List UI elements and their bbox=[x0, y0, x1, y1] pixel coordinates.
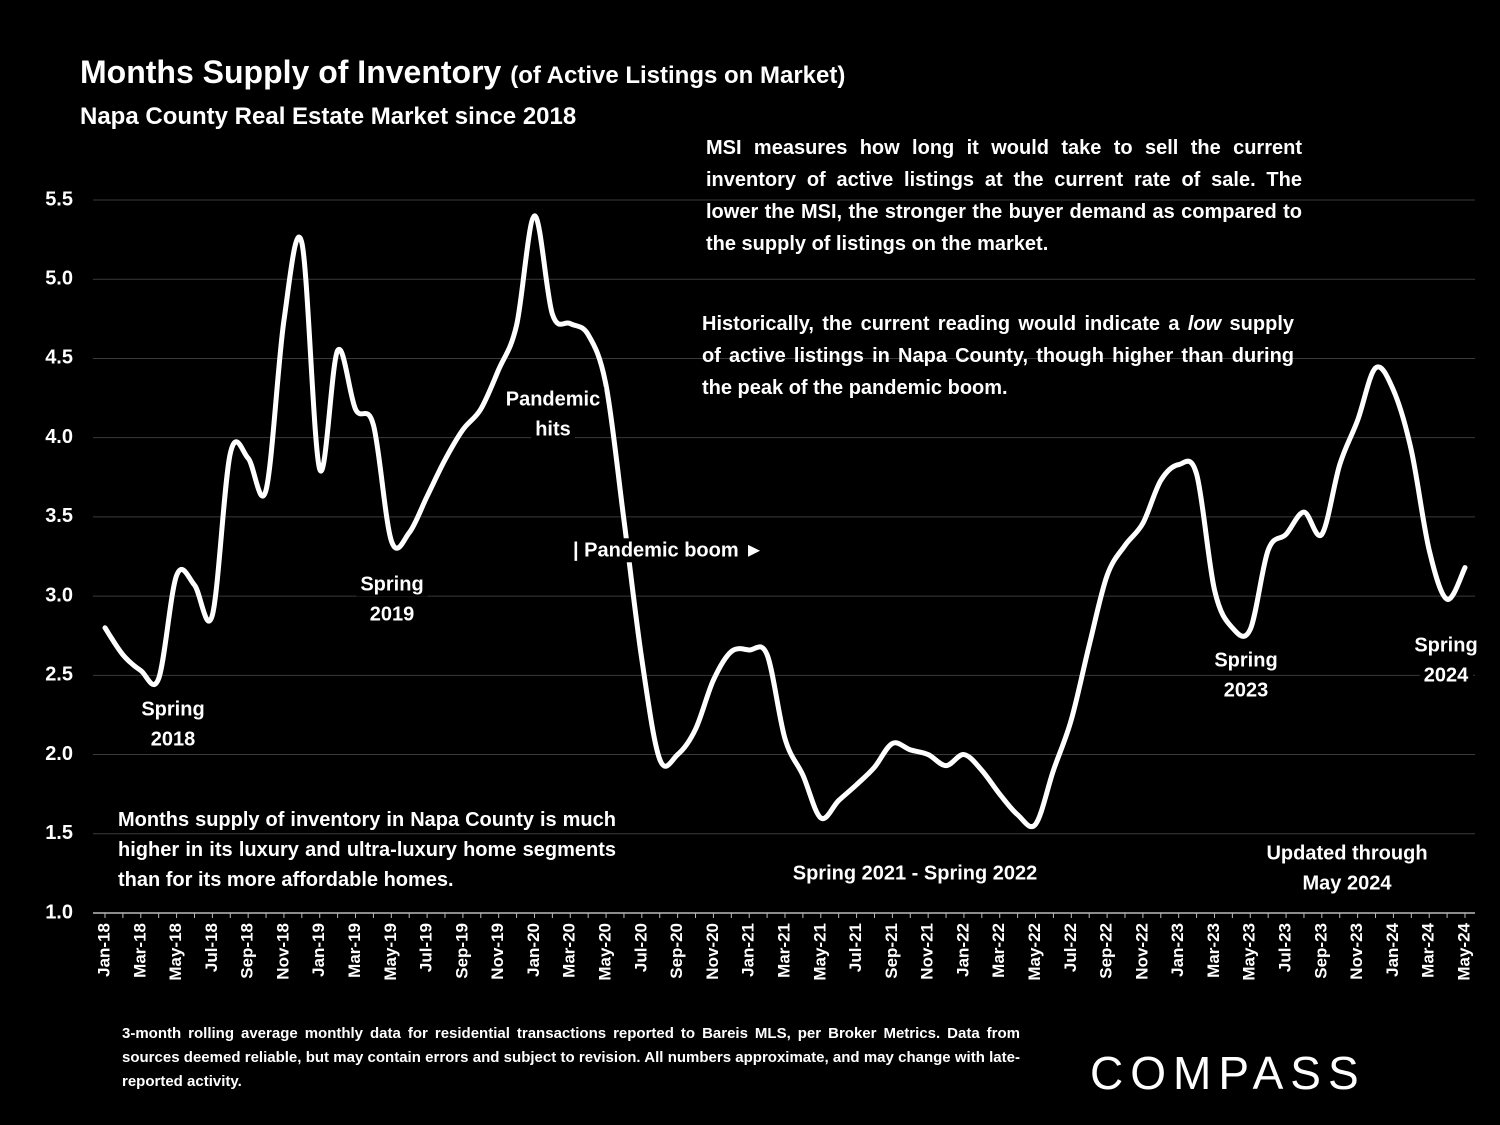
y-tick-label: 4.0 bbox=[45, 426, 73, 448]
x-tick-label: May-24 bbox=[1454, 922, 1473, 980]
annotation: 2024 bbox=[1424, 664, 1469, 686]
x-tick-label: Jan-23 bbox=[1168, 923, 1187, 977]
x-tick-label: Jan-24 bbox=[1383, 922, 1402, 976]
x-tick-label: Jul-21 bbox=[846, 923, 865, 972]
x-tick-label: Jan-18 bbox=[94, 923, 113, 977]
x-tick-label: Nov-23 bbox=[1347, 923, 1366, 980]
x-tick-label: May-18 bbox=[166, 923, 185, 981]
annotation-bg bbox=[501, 387, 605, 412]
footnote: 3-month rolling average monthly data for… bbox=[122, 1025, 1020, 1090]
annotation: Updated through bbox=[1266, 842, 1427, 864]
annotation: May 2024 bbox=[1303, 872, 1393, 894]
annotation: hits bbox=[535, 418, 571, 440]
annotation-bg bbox=[356, 572, 428, 597]
x-tick-label: Jul-19 bbox=[417, 923, 436, 972]
x-tick-label: May-22 bbox=[1025, 923, 1044, 981]
annotation-bg bbox=[788, 861, 1042, 886]
x-tick-label: Mar-22 bbox=[989, 923, 1008, 978]
y-tick-label: 4.5 bbox=[45, 347, 73, 369]
x-tick-label: Mar-21 bbox=[774, 923, 793, 978]
y-tick-label: 5.0 bbox=[45, 268, 73, 290]
chart-title: Months Supply of Inventory bbox=[80, 54, 502, 90]
note: Months supply of inventory in Napa Count… bbox=[118, 805, 616, 895]
title-note: (of Active Listings on Market) bbox=[510, 62, 846, 89]
x-tick-label: Nov-19 bbox=[488, 923, 507, 980]
x-tick-label: Nov-18 bbox=[273, 923, 292, 980]
x-tick-label: Jan-21 bbox=[739, 923, 758, 977]
y-tick-label: 5.5 bbox=[45, 188, 73, 210]
note-emphasis: low bbox=[1187, 313, 1222, 335]
x-tick-label: Sep-23 bbox=[1311, 923, 1330, 979]
x-tick-label: Nov-22 bbox=[1132, 923, 1151, 980]
x-tick-label: Nov-20 bbox=[703, 923, 722, 980]
x-tick-label: Sep-19 bbox=[452, 923, 471, 979]
annotation-bg bbox=[365, 602, 419, 627]
note-text: MSI measures how long it would take to s… bbox=[706, 137, 1302, 255]
annotation: Pandemic bbox=[506, 388, 600, 410]
annotation: Spring bbox=[1414, 634, 1477, 656]
annotation-bg bbox=[137, 697, 209, 722]
y-tick-label: 2.0 bbox=[45, 743, 73, 765]
annotation-bg bbox=[146, 727, 200, 752]
x-tick-label: May-20 bbox=[596, 923, 615, 981]
note: Historically, the current reading would … bbox=[702, 308, 1294, 404]
brand-logo: COMPASS bbox=[1090, 1047, 1366, 1099]
annotation: Spring bbox=[141, 698, 204, 720]
annotation: | Pandemic boom ► bbox=[573, 539, 764, 561]
annotation-bg bbox=[1262, 841, 1432, 866]
annotation-bg bbox=[531, 417, 575, 442]
annotation-bg bbox=[1419, 663, 1474, 688]
y-tick-label: 1.0 bbox=[45, 901, 73, 923]
annotation-bg bbox=[1219, 678, 1273, 703]
annotation-bg bbox=[1410, 633, 1482, 658]
annotation: 2018 bbox=[151, 728, 196, 750]
x-tick-label: Jan-20 bbox=[524, 923, 543, 977]
x-tick-label: May-21 bbox=[810, 923, 829, 981]
x-tick-label: Sep-18 bbox=[238, 923, 257, 979]
annotation-bg bbox=[569, 538, 768, 563]
y-tick-label: 1.5 bbox=[45, 822, 73, 844]
annotation-bg bbox=[1210, 648, 1282, 673]
x-tick-label: Nov-21 bbox=[918, 923, 937, 980]
y-tick-label: 2.5 bbox=[45, 664, 73, 686]
title-block: Months Supply of Inventory (of Active Li… bbox=[80, 54, 845, 91]
x-tick-label: Sep-20 bbox=[667, 923, 686, 979]
annotation: Spring 2021 - Spring 2022 bbox=[793, 862, 1038, 884]
x-tick-label: Mar-23 bbox=[1204, 923, 1223, 978]
note-text: supply of active listings in Napa County… bbox=[702, 313, 1294, 399]
annotation-bg bbox=[1298, 871, 1397, 896]
x-tick-label: Jul-23 bbox=[1276, 923, 1295, 972]
x-tick-label: Sep-22 bbox=[1097, 923, 1116, 979]
annotation: Spring bbox=[1214, 649, 1277, 671]
x-tick-label: May-19 bbox=[381, 923, 400, 981]
y-tick-label: 3.0 bbox=[45, 584, 73, 606]
x-tick-label: Mar-18 bbox=[130, 923, 149, 978]
x-tick-label: Sep-21 bbox=[882, 923, 901, 979]
note-text: Months supply of inventory in Napa Count… bbox=[118, 809, 616, 891]
subtitle: Napa County Real Estate Market since 201… bbox=[80, 103, 577, 130]
annotation: Spring bbox=[360, 573, 423, 595]
annotation: 2019 bbox=[370, 603, 415, 625]
note: MSI measures how long it would take to s… bbox=[706, 132, 1302, 260]
x-tick-label: Jul-18 bbox=[202, 923, 221, 972]
y-tick-label: 3.5 bbox=[45, 505, 73, 527]
x-tick-label: Jan-22 bbox=[953, 923, 972, 977]
x-tick-label: Mar-24 bbox=[1419, 922, 1438, 977]
x-tick-label: May-23 bbox=[1240, 923, 1259, 981]
annotation: 2023 bbox=[1224, 679, 1269, 701]
x-tick-label: Mar-19 bbox=[345, 923, 364, 978]
x-tick-label: Jul-22 bbox=[1061, 923, 1080, 972]
line bbox=[102, 213, 1468, 830]
x-tick-label: Mar-20 bbox=[560, 923, 579, 978]
note-text: Historically, the current reading would … bbox=[702, 313, 1188, 335]
x-tick-label: Jul-20 bbox=[631, 923, 650, 972]
x-tick-label: Jan-19 bbox=[309, 923, 328, 977]
